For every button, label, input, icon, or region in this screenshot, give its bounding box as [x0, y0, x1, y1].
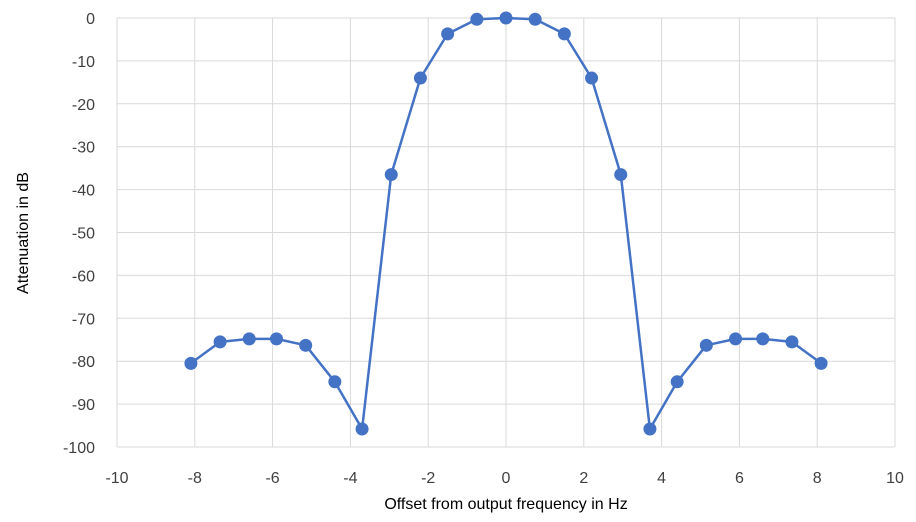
x-tick-label: -10 — [105, 470, 128, 487]
grid — [116, 17, 896, 448]
y-tick-label: -60 — [72, 268, 95, 285]
data-point — [785, 335, 799, 349]
data-point — [384, 168, 398, 182]
y-tick-label: -40 — [72, 183, 95, 200]
data-point — [328, 375, 342, 389]
data-point — [643, 422, 657, 436]
data-point — [699, 338, 713, 352]
data-point — [184, 356, 198, 370]
series-group — [184, 11, 828, 436]
data-point — [614, 168, 628, 182]
y-tick-labels: 0 -10 -20 -30 -40 -50 -60 -70 -80 -90 -100 — [63, 11, 95, 457]
data-point — [756, 332, 770, 346]
x-tick-label: 8 — [813, 470, 822, 487]
x-tick-label: 2 — [579, 470, 588, 487]
x-tick-labels: -10 -8 -6 -4 -2 0 2 4 6 8 10 — [105, 470, 904, 487]
y-tick-label: -80 — [72, 354, 95, 371]
x-tick-label: -8 — [188, 470, 202, 487]
y-tick-label: -30 — [72, 140, 95, 157]
data-point — [470, 12, 484, 26]
y-tick-label: 0 — [86, 11, 95, 28]
data-point — [355, 422, 369, 436]
x-tick-label: 0 — [502, 470, 511, 487]
data-point — [528, 12, 542, 26]
x-tick-label: -4 — [343, 470, 357, 487]
data-point — [814, 356, 828, 370]
x-tick-label: -2 — [421, 470, 435, 487]
x-tick-label: 6 — [735, 470, 744, 487]
data-point — [729, 332, 743, 346]
data-point — [441, 27, 455, 41]
data-point — [499, 11, 513, 25]
data-point — [242, 332, 256, 346]
data-point — [213, 335, 227, 349]
x-axis-title: Offset from output frequency in Hz — [384, 496, 627, 513]
y-tick-label: -70 — [72, 311, 95, 328]
y-tick-label: -50 — [72, 226, 95, 243]
data-point — [269, 332, 283, 346]
data-point — [557, 27, 571, 41]
data-point — [670, 375, 684, 389]
y-tick-label: -100 — [63, 440, 95, 457]
y-tick-label: -90 — [72, 397, 95, 414]
data-point — [585, 71, 599, 85]
data-point — [413, 71, 427, 85]
x-tick-label: 10 — [886, 470, 904, 487]
y-tick-label: -10 — [72, 54, 95, 71]
y-axis-title: Attenuation in dB — [15, 172, 32, 294]
y-tick-label: -20 — [72, 97, 95, 114]
x-tick-label: -6 — [265, 470, 279, 487]
x-tick-label: 4 — [657, 470, 666, 487]
data-point — [299, 338, 313, 352]
